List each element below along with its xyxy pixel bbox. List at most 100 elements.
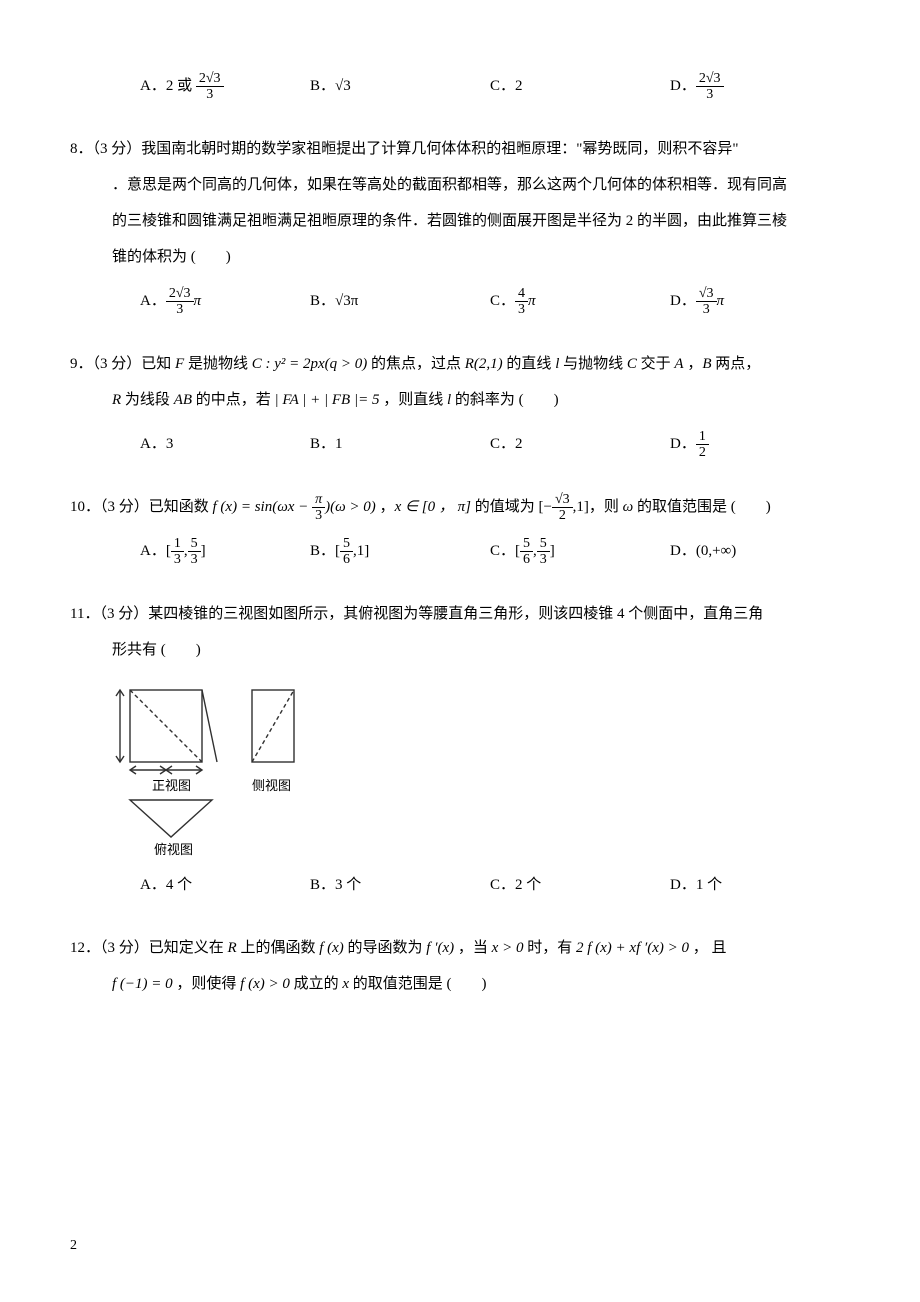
option-d-pre: D． bbox=[670, 78, 696, 94]
t: 的取值范围是 ( ) bbox=[633, 499, 771, 515]
t: ，则使得 bbox=[173, 976, 241, 992]
frac-den: 3 bbox=[312, 508, 325, 523]
option-c: C．[56,53] bbox=[490, 535, 670, 568]
t: 的导函数为 bbox=[344, 940, 427, 956]
t: B．[ bbox=[310, 543, 340, 559]
q11-line2: 形共有 ( ) bbox=[70, 632, 850, 668]
t: 上的偶函数 bbox=[237, 940, 320, 956]
question-11: 11．（3 分）某四棱锥的三视图如图所示，其俯视图为等腰直角三角形，则该四棱锥 … bbox=[70, 596, 850, 902]
option-row: A．4 个 B．3 个 C．2 个 D．1 个 bbox=[70, 869, 850, 902]
t: ,1] bbox=[353, 543, 369, 559]
option-d: D．12 bbox=[670, 428, 830, 461]
option-b-val: √3 bbox=[335, 78, 351, 94]
option-c: C．2 bbox=[490, 70, 670, 103]
option-c-suf: π bbox=[528, 293, 536, 309]
fraction: 13 bbox=[171, 536, 184, 568]
q9-line2: R 为线段 AB 的中点，若 | FA | + | FB |= 5 ，则直线 l… bbox=[70, 382, 850, 418]
t: ， 且 bbox=[689, 940, 727, 956]
t: ,1] bbox=[573, 499, 589, 515]
option-c: C．43π bbox=[490, 285, 670, 318]
frac-num: 5 bbox=[188, 536, 201, 552]
t: 12．（3 分）已知定义在 bbox=[70, 940, 228, 956]
eq: | FA | + | FB |= 5 bbox=[275, 392, 380, 408]
question-12: 12．（3 分）已知定义在 R 上的偶函数 f (x) 的导函数为 f ′(x)… bbox=[70, 930, 850, 1002]
frac-den: 3 bbox=[537, 552, 550, 567]
t: 的中点，若 bbox=[192, 392, 275, 408]
option-b: B．√3π bbox=[310, 285, 490, 318]
t: 时，有 bbox=[523, 940, 576, 956]
t: ， bbox=[376, 499, 395, 515]
t: 与抛物线 bbox=[559, 356, 627, 372]
option-a: A．3 bbox=[140, 428, 310, 461]
frac-den: 2 bbox=[696, 445, 709, 460]
t: 两点， bbox=[712, 356, 761, 372]
t: 是抛物线 bbox=[184, 356, 252, 372]
frac-num: 5 bbox=[537, 536, 550, 552]
t: 成立的 bbox=[290, 976, 343, 992]
var-R: R(2,1) bbox=[465, 356, 503, 372]
t: C．[ bbox=[490, 543, 520, 559]
t: 的斜率为 ( ) bbox=[451, 392, 559, 408]
option-c: C．2 个 bbox=[490, 869, 670, 902]
option-row: A．[13,53] B．[56,1] C．[56,53] D．(0,+∞) bbox=[70, 535, 850, 568]
eq: f ′(x) bbox=[426, 940, 454, 956]
question-8: 8．（3 分）我国南北朝时期的数学家祖暅提出了计算几何体体积的祖暅原理："幂势既… bbox=[70, 131, 850, 318]
three-view-svg: 正视图 侧视图 俯视图 bbox=[112, 682, 322, 857]
frac-num: 2√3 bbox=[196, 71, 224, 87]
option-d: D．1 个 bbox=[670, 869, 830, 902]
q8-line4: 锥的体积为 ( ) bbox=[70, 239, 850, 275]
option-c: C．2 bbox=[490, 428, 670, 461]
var-R: R bbox=[112, 392, 121, 408]
fraction: √33 bbox=[696, 286, 717, 318]
top-view-label: 俯视图 bbox=[154, 842, 193, 857]
t: ] bbox=[201, 543, 206, 559]
fraction: 2√33 bbox=[166, 286, 194, 318]
option-row: A．2 或 2√33 B．√3 C．2 D．2√33 bbox=[70, 70, 850, 103]
fraction: 2√33 bbox=[196, 71, 224, 103]
t: ，则直线 bbox=[379, 392, 447, 408]
fraction: 12 bbox=[696, 429, 709, 461]
fraction: 53 bbox=[188, 536, 201, 568]
q8-line3: 的三棱锥和圆锥满足祖暅满足祖暅原理的条件．若圆锥的侧面展开图是半径为 2 的半圆… bbox=[70, 203, 850, 239]
question-7-options: A．2 或 2√33 B．√3 C．2 D．2√33 bbox=[70, 70, 850, 103]
frac-num: √3 bbox=[552, 492, 573, 508]
option-a: A．[13,53] bbox=[140, 535, 310, 568]
fraction: 56 bbox=[340, 536, 353, 568]
eq: f (x) > 0 bbox=[240, 976, 290, 992]
var-w: ω bbox=[623, 499, 634, 515]
option-a-pre: A．2 或 bbox=[140, 78, 196, 94]
option-a-suf: π bbox=[194, 293, 202, 309]
fraction: 43 bbox=[515, 286, 528, 318]
q11-line1: 11．（3 分）某四棱锥的三视图如图所示，其俯视图为等腰直角三角形，则该四棱锥 … bbox=[70, 596, 850, 632]
frac-num: √3 bbox=[696, 286, 717, 302]
frac-den: 3 bbox=[696, 302, 717, 317]
t: 的焦点，过点 bbox=[367, 356, 465, 372]
var-C: C bbox=[627, 356, 637, 372]
option-a: A．2 或 2√33 bbox=[140, 70, 310, 103]
t: 10．（3 分）已知函数 bbox=[70, 499, 213, 515]
eq: 2 f (x) + xf ′(x) > 0 bbox=[576, 940, 689, 956]
var-B: B bbox=[702, 356, 711, 372]
eq: )(ω > 0) bbox=[325, 499, 376, 515]
q9-line1: 9．（3 分）已知 F 是抛物线 C : y² = 2px(q > 0) 的焦点… bbox=[70, 346, 850, 382]
frac-num: 4 bbox=[515, 286, 528, 302]
option-row: A．2√33π B．√3π C．43π D．√33π bbox=[70, 285, 850, 318]
frac-den: 3 bbox=[166, 302, 194, 317]
question-10: 10．（3 分）已知函数 f (x) = sin(ωx − π3)(ω > 0)… bbox=[70, 489, 850, 568]
t: 交于 bbox=[637, 356, 675, 372]
t: 的直线 bbox=[503, 356, 556, 372]
frac-den: 6 bbox=[340, 552, 353, 567]
frac-den: 3 bbox=[188, 552, 201, 567]
option-a-pre: A． bbox=[140, 293, 166, 309]
eq: C : y² = 2px(q > 0) bbox=[252, 356, 368, 372]
t: A．[ bbox=[140, 543, 171, 559]
q10-line1: 10．（3 分）已知函数 f (x) = sin(ωx − π3)(ω > 0)… bbox=[70, 489, 850, 525]
q12-line1: 12．（3 分）已知定义在 R 上的偶函数 f (x) 的导函数为 f ′(x)… bbox=[70, 930, 850, 966]
option-b: B．1 bbox=[310, 428, 490, 461]
t: 的值域为 bbox=[471, 499, 539, 515]
eq: x > 0 bbox=[492, 940, 524, 956]
frac-den: 3 bbox=[696, 87, 724, 102]
option-d-pre: D． bbox=[670, 436, 696, 452]
eq: f (−1) = 0 bbox=[112, 976, 173, 992]
side-view-label: 侧视图 bbox=[252, 778, 291, 793]
